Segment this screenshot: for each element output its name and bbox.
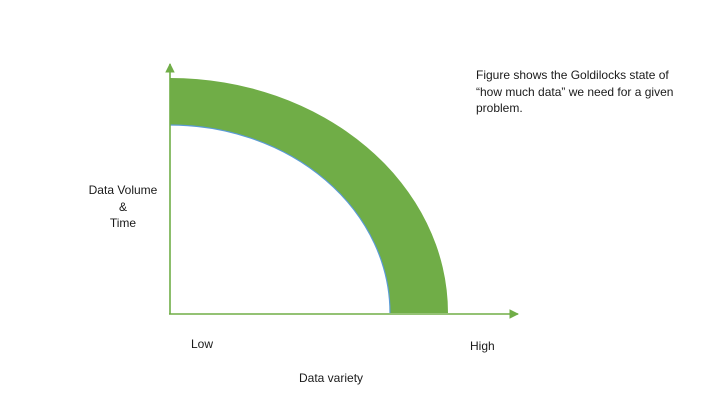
y-axis-label-line-3: Time <box>109 216 137 230</box>
y-axis-label: Data Volume & Time <box>80 182 166 232</box>
inner-arc-edge <box>169 124 391 314</box>
y-axis-label-line-2: & <box>118 199 127 214</box>
goldilocks-band <box>170 78 448 313</box>
x-axis-high-label: High <box>470 339 495 353</box>
figure-caption: Figure shows the Goldilocks state of “ho… <box>476 68 674 115</box>
y-axis-label-line-1: Data Volume <box>88 183 158 197</box>
x-axis-low-label: Low <box>191 337 214 351</box>
x-axis-label: Data variety <box>299 371 364 385</box>
